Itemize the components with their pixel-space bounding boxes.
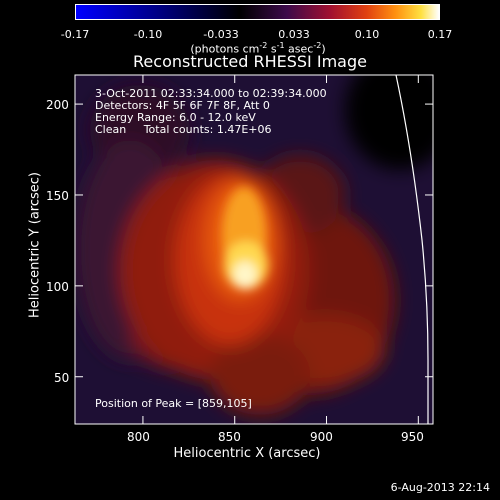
colorbar (75, 4, 440, 20)
colorbar-tick-label: 0.033 (278, 28, 310, 41)
plot-frame (74, 74, 434, 425)
energy-range-text: Energy Range: 6.0 - 12.0 keV (95, 111, 256, 124)
timestamp: 6-Aug-2013 22:14 (390, 481, 490, 494)
plot-title: Reconstructed RHESSI Image (133, 52, 367, 71)
y-tick-label: 50 (54, 371, 70, 385)
colorbar-tick-label: -0.10 (133, 28, 163, 41)
colorbar-tick-label: -0.033 (203, 28, 239, 41)
y-tick-label: 200 (46, 98, 69, 112)
colorbar-tick-label: -0.17 (60, 28, 90, 41)
peak-position-text: Position of Peak = [859,105] (95, 397, 252, 410)
time-range-text: 3-Oct-2011 02:33:34.000 to 02:39:34.000 (95, 87, 327, 100)
colorbar-tick-label: 0.17 (427, 28, 453, 41)
y-tick-label: 100 (46, 280, 69, 294)
y-axis-ticks (75, 103, 433, 378)
x-tick-label: 900 (310, 430, 333, 444)
clean-counts-text: Clean Total counts: 1.47E+06 (95, 123, 272, 136)
y-axis-label: Heliocentric Y (arcsec) (27, 172, 43, 318)
x-tick-label: 950 (401, 430, 424, 444)
detectors-text: Detectors: 4F 5F 6F 7F 8F, Att 0 (95, 99, 270, 112)
solar-limb-line (395, 75, 429, 424)
colorbar-tick-label: 0.10 (354, 28, 380, 41)
emission-map (75, 75, 433, 424)
x-tick-label: 850 (218, 430, 241, 444)
x-axis-ticks (142, 75, 419, 424)
x-axis-label: Heliocentric X (arcsec) (173, 446, 321, 461)
y-tick-label: 150 (46, 189, 69, 203)
colorbar-units-label: (photons cm-2 s-1 asec-2) (190, 41, 326, 56)
x-tick-label: 800 (127, 430, 150, 444)
